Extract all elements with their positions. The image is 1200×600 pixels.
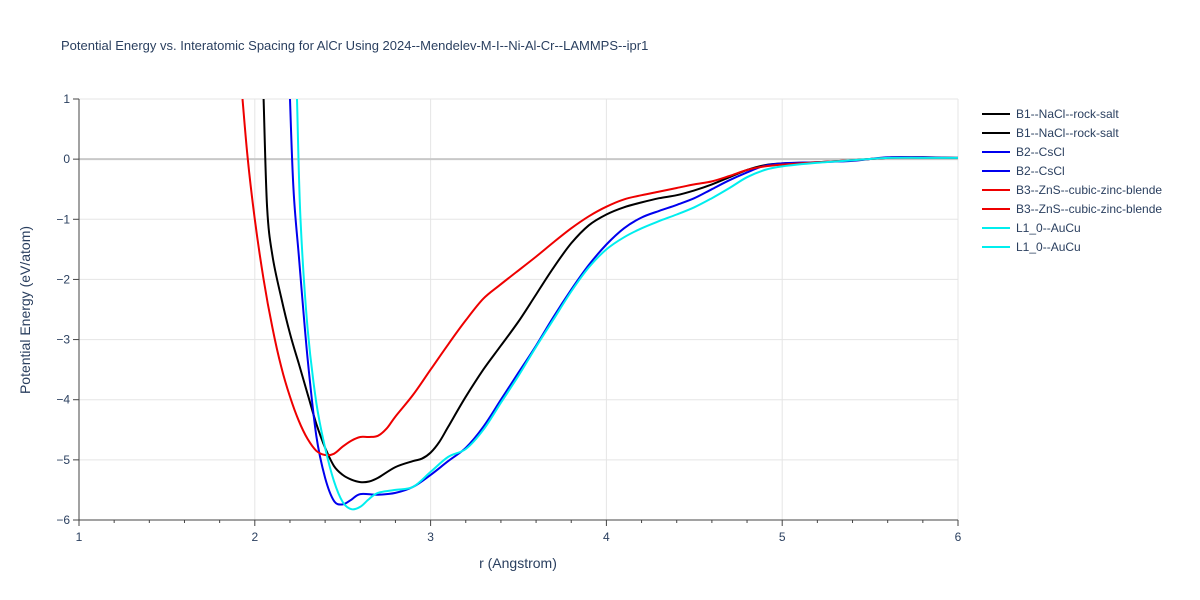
y-axis-label: Potential Energy (eV/atom) [17,226,33,394]
x-tick-label: 3 [427,530,434,544]
x-tick-label: 6 [955,530,962,544]
legend-item[interactable]: B2--CsCl [982,164,1065,178]
x-tick-label: 2 [251,530,258,544]
legend-label: B3--ZnS--cubic-zinc-blende [1016,202,1162,216]
series-line-l1-0-aucu [296,99,958,511]
y-tick-label: −1 [56,212,70,226]
legend-item[interactable]: L1_0--AuCu [982,221,1081,235]
legend-label: B1--NaCl--rock-salt [1016,107,1119,121]
legend-label: L1_0--AuCu [1016,221,1081,235]
y-tick-labels: 1 0 −1 −2 −3 −4 −5 −6 [56,92,70,527]
legend[interactable]: B1--NaCl--rock-salt B1--NaCl--rock-salt B2… [982,107,1162,254]
series-line-b1-nacl-rock-salt [262,99,958,484]
x-tick-labels: 1 2 3 4 5 6 [76,530,962,544]
series-line-b3-zns-cubic-zinc-blende [241,99,958,457]
legend-label: B2--CsCl [1016,145,1065,159]
x-tick-label: 4 [603,530,610,544]
chart-title: Potential Energy vs. Interatomic Spacing… [61,38,648,53]
y-tick-label: −5 [56,453,70,467]
x-tick-label: 1 [76,530,83,544]
legend-label: B3--ZnS--cubic-zinc-blende [1016,183,1162,197]
grid [79,98,959,520]
legend-label: L1_0--AuCu [1016,240,1081,254]
axes [73,98,959,526]
y-tick-label: −3 [56,333,70,347]
y-tick-label: −6 [56,513,70,527]
legend-item[interactable]: B1--NaCl--rock-salt [982,126,1119,140]
legend-item[interactable]: B1--NaCl--rock-salt [982,107,1119,121]
legend-item[interactable]: B3--ZnS--cubic-zinc-blende [982,183,1162,197]
legend-item[interactable]: B2--CsCl [982,145,1065,159]
x-axis-label: r (Angstrom) [479,555,557,571]
y-tick-label: 0 [63,152,70,166]
y-tick-label: 1 [63,92,70,106]
y-tick-label: −4 [56,393,70,407]
legend-label: B2--CsCl [1016,164,1065,178]
legend-item[interactable]: B3--ZnS--cubic-zinc-blende [982,202,1162,216]
y-tick-label: −2 [56,272,70,286]
x-tick-label: 5 [779,530,786,544]
legend-label: B1--NaCl--rock-salt [1016,126,1119,140]
legend-item[interactable]: L1_0--AuCu [982,240,1081,254]
series-lines [241,99,958,511]
